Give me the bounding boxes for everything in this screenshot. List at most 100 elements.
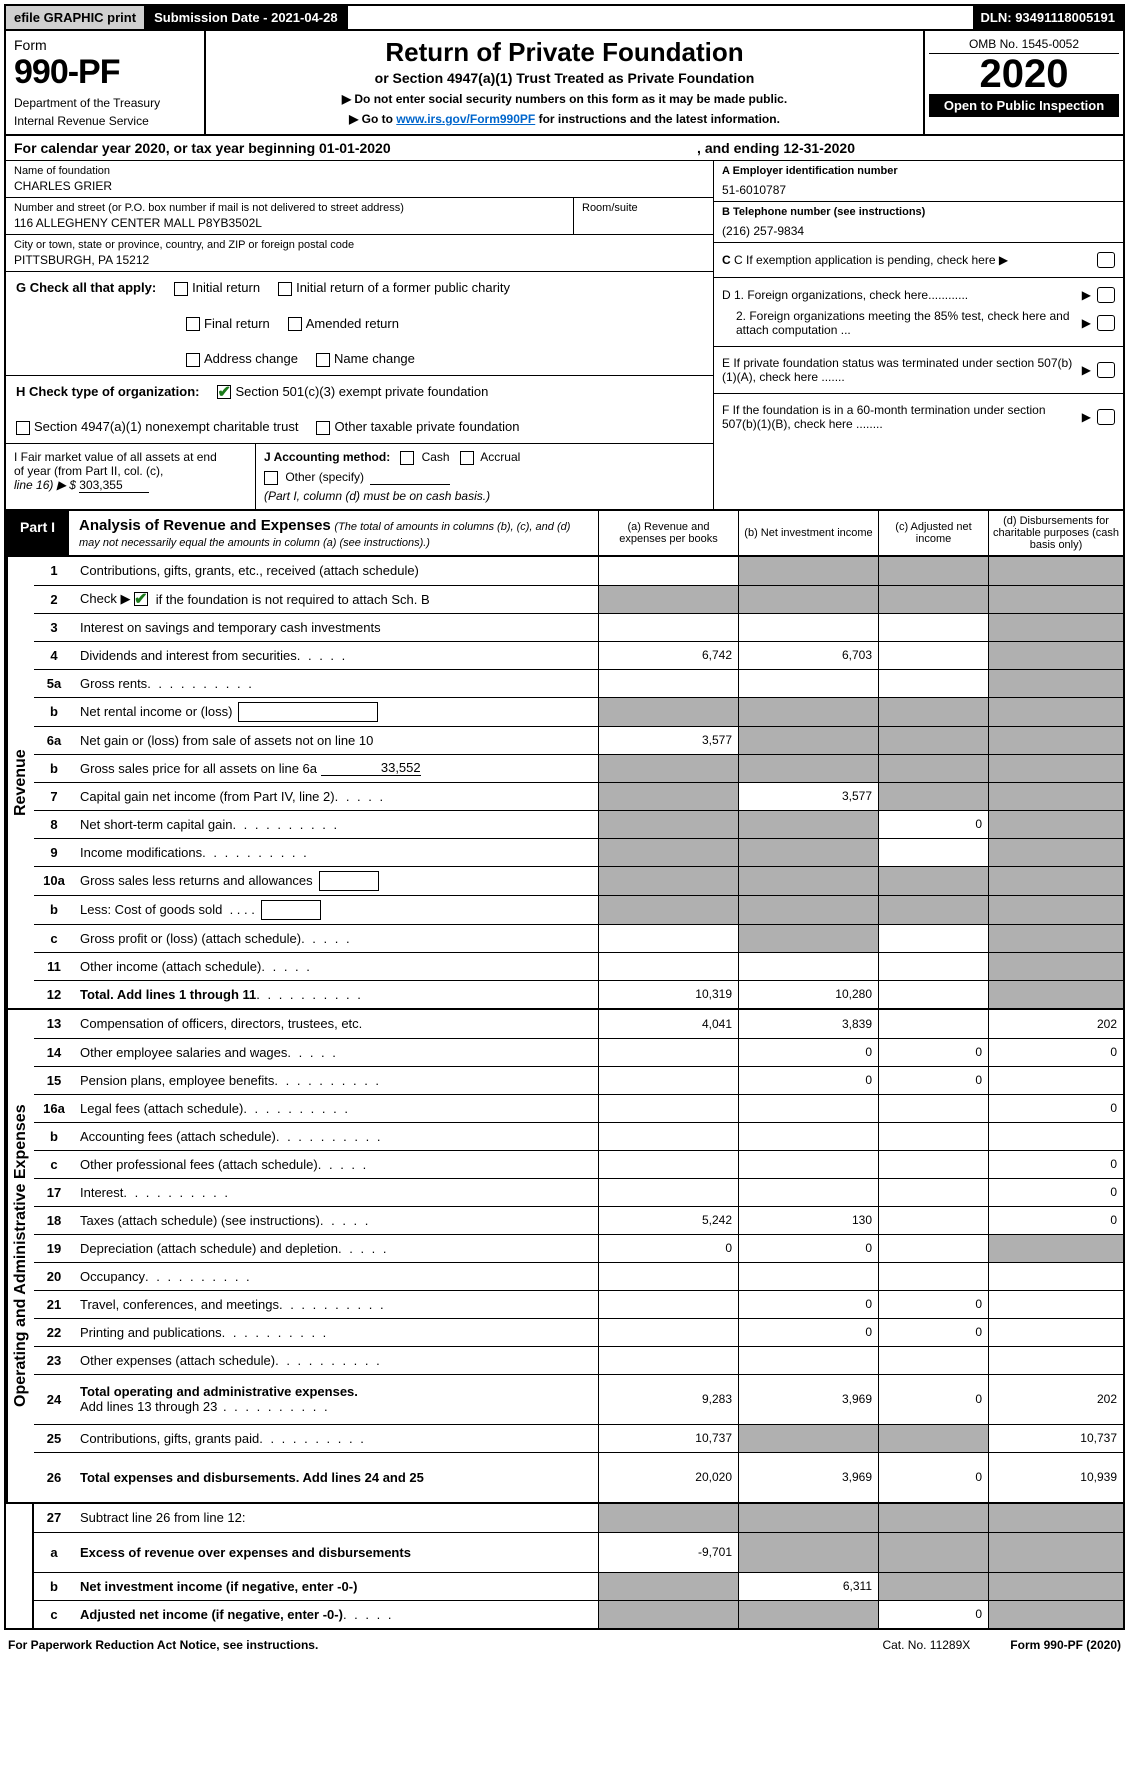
checkbox-c[interactable] <box>1097 252 1115 268</box>
initial-former-label: Initial return of a former public charit… <box>296 280 510 295</box>
cell-17c <box>878 1179 988 1206</box>
right-check-d: D 1. Foreign organizations, check here..… <box>714 278 1123 347</box>
cell-16ab <box>738 1095 878 1122</box>
cell-14d: 0 <box>988 1039 1123 1066</box>
cell-19b: 0 <box>738 1235 878 1262</box>
h3-label: Other taxable private foundation <box>334 419 519 434</box>
checkbox-d1[interactable] <box>1097 287 1115 303</box>
form-page: efile GRAPHIC print Submission Date - 20… <box>4 4 1125 1630</box>
line-no: 1 <box>34 557 74 585</box>
cell-18d: 0 <box>988 1207 1123 1234</box>
line-no: b <box>34 698 74 726</box>
checkbox-cash[interactable] <box>400 451 414 465</box>
cell-21d <box>988 1291 1123 1318</box>
entity-left: Name of foundation CHARLES GRIER Number … <box>6 161 713 509</box>
cell-2b <box>738 586 878 613</box>
cell-20d <box>988 1263 1123 1290</box>
row-24: 24Total operating and administrative exp… <box>34 1374 1123 1424</box>
checkbox-f[interactable] <box>1097 409 1115 425</box>
cell-25a: 10,737 <box>598 1425 738 1452</box>
name-change-label: Name change <box>334 351 415 366</box>
cell-21b: 0 <box>738 1291 878 1318</box>
cell-6bb <box>738 755 878 782</box>
cell-5ad <box>988 670 1123 697</box>
cell-11a <box>598 953 738 980</box>
cell-27ab <box>738 1533 878 1572</box>
checkbox-amended[interactable] <box>288 317 302 331</box>
cell-10cb <box>738 925 878 952</box>
row-6a: 6aNet gain or (loss) from sale of assets… <box>34 726 1123 754</box>
line-desc: Net rental income or (loss) <box>74 698 598 726</box>
cell-22d <box>988 1319 1123 1346</box>
rental-income-input[interactable] <box>238 702 378 722</box>
checkbox-name-change[interactable] <box>316 353 330 367</box>
submission-date: Submission Date - 2021-04-28 <box>146 6 348 29</box>
line-no: c <box>34 1601 74 1628</box>
cell-13b: 3,839 <box>738 1010 878 1038</box>
line-desc: Gross profit or (loss) (attach schedule) <box>74 925 598 952</box>
checkbox-sch-b[interactable] <box>134 592 148 606</box>
cell-12b: 10,280 <box>738 981 878 1008</box>
form-word: Form <box>14 37 196 53</box>
cell-10cc <box>878 925 988 952</box>
checkbox-accrual[interactable] <box>460 451 474 465</box>
line-desc: Printing and publications <box>74 1319 598 1346</box>
checkbox-initial-former[interactable] <box>278 282 292 296</box>
cell-1d <box>988 557 1123 585</box>
cell-27bb: 6,311 <box>738 1573 878 1600</box>
checkbox-addr-change[interactable] <box>186 353 200 367</box>
cell-13a: 4,041 <box>598 1010 738 1038</box>
gross-sales-input[interactable] <box>319 871 379 891</box>
cell-14b: 0 <box>738 1039 878 1066</box>
foundation-name: CHARLES GRIER <box>14 179 705 193</box>
e-label: E If private foundation status was termi… <box>722 356 1082 384</box>
cell-4a: 6,742 <box>598 642 738 669</box>
cell-11b <box>738 953 878 980</box>
r6b-text: Gross sales price for all assets on line… <box>80 761 317 776</box>
cell-10aa <box>598 867 738 895</box>
row-16c: cOther professional fees (attach schedul… <box>34 1150 1123 1178</box>
cell-16cc <box>878 1151 988 1178</box>
ein-cell: A Employer identification number 51-6010… <box>714 161 1123 202</box>
checkbox-d2[interactable] <box>1097 315 1115 331</box>
header-mid: Return of Private Foundation or Section … <box>206 31 923 134</box>
row-21: 21Travel, conferences, and meetings00 <box>34 1290 1123 1318</box>
row-4: 4Dividends and interest from securities6… <box>34 641 1123 669</box>
line-no: 3 <box>34 614 74 641</box>
cell-5bd <box>988 698 1123 726</box>
cell-11d <box>988 953 1123 980</box>
checkbox-501c3[interactable] <box>217 385 231 399</box>
checkbox-final-return[interactable] <box>186 317 200 331</box>
cell-23c <box>878 1347 988 1374</box>
row-23: 23Other expenses (attach schedule) <box>34 1346 1123 1374</box>
row-2: 2Check ▶ if the foundation is not requir… <box>34 585 1123 613</box>
cell-1b <box>738 557 878 585</box>
line-desc: Gross sales price for all assets on line… <box>74 755 598 782</box>
form-title: Return of Private Foundation <box>216 37 913 68</box>
line-desc: Subtract line 26 from line 12: <box>74 1504 598 1532</box>
checkbox-other-taxable[interactable] <box>316 421 330 435</box>
cell-6ad <box>988 727 1123 754</box>
checkbox-initial-return[interactable] <box>174 282 188 296</box>
line-desc: Total expenses and disbursements. Add li… <box>74 1453 598 1502</box>
cat-no: Cat. No. 11289X <box>882 1638 970 1652</box>
checkbox-other-method[interactable] <box>264 471 278 485</box>
r24-text1: Total operating and administrative expen… <box>80 1384 358 1399</box>
h-check-row: H Check type of organization: Section 50… <box>6 376 713 444</box>
checkbox-e[interactable] <box>1097 362 1115 378</box>
gross-sales-value: 33,552 <box>321 760 421 776</box>
form-instructions-link[interactable]: www.irs.gov/Form990PF <box>396 112 535 126</box>
r26-text: Total expenses and disbursements. Add li… <box>80 1470 424 1485</box>
cell-9a <box>598 839 738 866</box>
other-specify-input[interactable] <box>370 469 450 485</box>
cell-27ca <box>598 1601 738 1628</box>
checkbox-4947a1[interactable] <box>16 421 30 435</box>
final-return-label: Final return <box>204 316 270 331</box>
cogs-input[interactable] <box>261 900 321 920</box>
efile-print-button[interactable]: efile GRAPHIC print <box>6 6 146 29</box>
line-no: c <box>34 1151 74 1178</box>
cell-21a <box>598 1291 738 1318</box>
line-desc: Total operating and administrative expen… <box>74 1375 598 1424</box>
line-no: 20 <box>34 1263 74 1290</box>
line-desc: Gross rents <box>74 670 598 697</box>
